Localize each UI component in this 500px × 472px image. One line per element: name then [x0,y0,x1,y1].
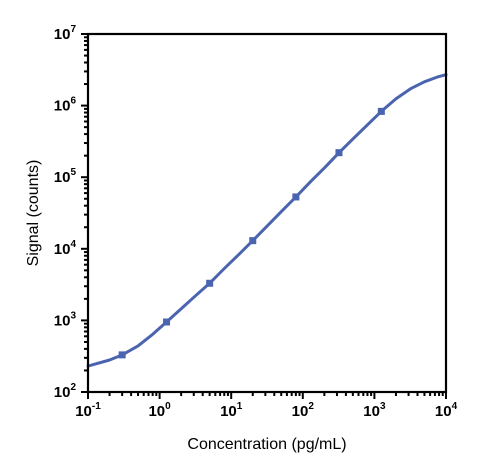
fit-curve-line [86,73,448,368]
y-tick-label: 102 [54,382,77,401]
data-point-marker [118,351,126,359]
y-tick-label: 107 [54,24,77,43]
x-tick-label: 10-1 [75,401,101,420]
axes: 10-1 100 101 102 103 104 102 103 104 105 106 107 [54,24,458,420]
data-point-marker [206,279,214,287]
x-axis-title: Concentration (pg/mL) [187,436,346,453]
y-axis-title: Signal (counts) [25,160,42,267]
x-tick-label: 103 [363,401,386,420]
y-tick-label: 106 [54,96,77,115]
data-point-marker [335,149,343,157]
x-tick-label: 101 [220,401,243,420]
y-tick-label: 105 [54,167,77,186]
plot-frame [86,32,448,394]
y-tick-label: 104 [54,239,77,258]
data-point-marker [249,237,257,245]
x-tick-label: 102 [292,401,315,420]
y-tick-label: 103 [54,310,77,329]
data-point-marker [292,193,300,201]
x-tick-label: 104 [435,401,458,420]
x-tick-label: 100 [148,401,171,420]
data-point-marker [377,107,385,115]
data-point-marker [163,318,171,326]
plot-area [86,73,448,368]
